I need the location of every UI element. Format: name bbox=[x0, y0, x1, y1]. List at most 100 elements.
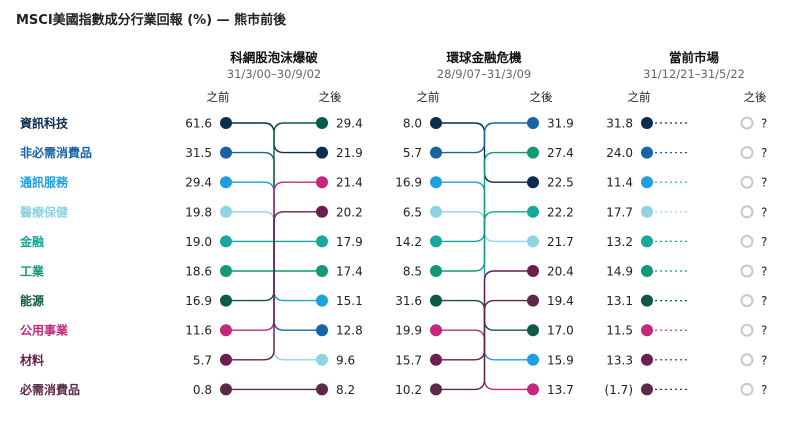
after-value: ? bbox=[761, 117, 767, 131]
panel-title: 科網股泡沫爆破 bbox=[230, 50, 318, 65]
connector-line bbox=[436, 181, 533, 361]
before-value: 16.9 bbox=[185, 294, 212, 308]
connector-line bbox=[436, 122, 533, 183]
after-header: 之後 bbox=[530, 90, 553, 104]
before-value: 8.5 bbox=[403, 265, 422, 279]
unknown-point bbox=[740, 294, 754, 308]
before-value: 0.8 bbox=[193, 383, 212, 397]
after-value: 19.4 bbox=[547, 294, 574, 308]
after-value: 20.4 bbox=[547, 265, 574, 279]
after-value: 15.1 bbox=[336, 294, 363, 308]
chart-title: MSCI美國指數成分行業回報 (%) — 熊市前後 bbox=[16, 12, 287, 28]
before-point bbox=[430, 235, 442, 248]
after-point bbox=[316, 265, 328, 277]
after-value: 22.5 bbox=[547, 176, 574, 190]
after-value: ? bbox=[761, 176, 767, 190]
unknown-point bbox=[740, 353, 754, 367]
before-value: 18.6 bbox=[185, 265, 212, 279]
after-value: 27.4 bbox=[547, 146, 574, 160]
sector-label: 材料 bbox=[19, 352, 44, 367]
after-value: ? bbox=[761, 146, 767, 160]
after-point bbox=[316, 117, 328, 129]
before-point bbox=[430, 146, 442, 159]
data-points bbox=[220, 116, 754, 396]
after-value: 20.2 bbox=[336, 205, 363, 219]
after-point bbox=[527, 205, 539, 218]
connector-line bbox=[436, 299, 533, 391]
before-value: 61.6 bbox=[185, 117, 212, 131]
sector-label: 通訊服務 bbox=[20, 175, 69, 190]
sector-label: 公用事業 bbox=[20, 323, 69, 338]
before-value: 19.0 bbox=[185, 235, 212, 249]
panel-title: 環球金融危機 bbox=[446, 50, 522, 65]
after-value: 29.4 bbox=[336, 117, 363, 131]
before-value: 14.2 bbox=[395, 235, 422, 249]
after-value: 13.7 bbox=[547, 383, 574, 397]
before-value: 11.4 bbox=[606, 176, 633, 190]
before-value: 29.4 bbox=[185, 176, 212, 190]
sector-label: 金融 bbox=[19, 234, 44, 249]
after-point bbox=[316, 324, 328, 337]
connector-line bbox=[436, 122, 533, 154]
after-value: ? bbox=[761, 265, 767, 279]
unknown-point bbox=[740, 323, 754, 337]
sector-label: 工業 bbox=[20, 264, 45, 279]
before-value: 8.0 bbox=[403, 117, 422, 131]
sector-label: 能源 bbox=[20, 293, 44, 308]
panel-period: 31/12/21–31/5/22 bbox=[643, 67, 745, 81]
after-value: ? bbox=[761, 294, 767, 308]
before-header: 之前 bbox=[417, 90, 440, 104]
after-value: 12.8 bbox=[336, 324, 363, 338]
before-point bbox=[220, 324, 232, 337]
before-point bbox=[641, 117, 653, 129]
after-point bbox=[527, 117, 539, 129]
before-point bbox=[220, 294, 232, 307]
after-value: 17.9 bbox=[336, 235, 363, 249]
unknown-point bbox=[740, 264, 754, 278]
before-point bbox=[641, 294, 653, 307]
after-value: 17.4 bbox=[336, 265, 363, 279]
panel-headers: 科網股泡沫爆破 31/3/00–30/9/02 之前 之後 環球金融危機 28/9/07–… bbox=[207, 50, 767, 104]
after-value: 9.6 bbox=[336, 353, 355, 367]
sector-label: 非必需消費品 bbox=[20, 145, 92, 160]
before-point bbox=[430, 176, 442, 189]
before-point bbox=[220, 176, 232, 189]
after-value: ? bbox=[761, 235, 767, 249]
before-value: 16.9 bbox=[395, 176, 422, 190]
before-value: (1.7) bbox=[605, 383, 633, 397]
connector-line bbox=[436, 151, 533, 272]
before-value: 13.1 bbox=[606, 294, 633, 308]
before-point bbox=[430, 324, 442, 337]
after-value: 21.4 bbox=[336, 176, 363, 190]
after-point bbox=[527, 146, 539, 159]
before-point bbox=[641, 265, 653, 277]
after-value: 17.0 bbox=[547, 324, 574, 338]
after-point bbox=[527, 353, 539, 366]
before-point bbox=[641, 235, 653, 248]
sector-label: 醫療保健 bbox=[20, 204, 69, 219]
after-value: 8.2 bbox=[336, 383, 355, 397]
before-value: 5.7 bbox=[403, 146, 422, 160]
before-point bbox=[641, 146, 653, 159]
before-point bbox=[220, 265, 232, 277]
unknown-point bbox=[740, 146, 754, 160]
connector-lines bbox=[226, 122, 689, 391]
after-value: 21.9 bbox=[336, 146, 363, 160]
after-value: 22.2 bbox=[547, 205, 574, 219]
before-point bbox=[641, 205, 653, 218]
after-point bbox=[316, 353, 328, 366]
before-point bbox=[641, 324, 653, 337]
before-point bbox=[641, 353, 653, 366]
before-point bbox=[220, 235, 232, 248]
before-value: 31.5 bbox=[185, 146, 212, 160]
before-value: 19.8 bbox=[185, 205, 212, 219]
after-header: 之後 bbox=[319, 90, 342, 104]
panel-title: 當前市場 bbox=[669, 50, 720, 65]
before-value: 10.2 bbox=[395, 383, 422, 397]
after-point bbox=[527, 235, 539, 248]
before-value: 13.3 bbox=[606, 353, 633, 367]
before-point bbox=[641, 383, 653, 396]
after-point bbox=[527, 265, 539, 277]
before-value: 6.5 bbox=[403, 205, 422, 219]
unknown-point bbox=[740, 175, 754, 189]
